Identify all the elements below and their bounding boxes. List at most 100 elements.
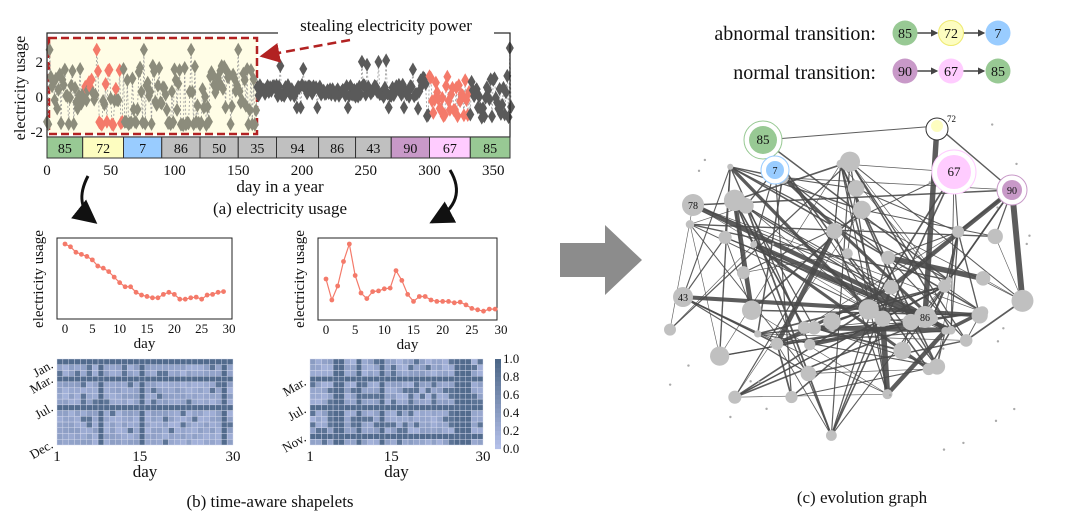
heatmap-cell xyxy=(68,376,75,383)
graph-node-small xyxy=(771,242,775,246)
x-tick-label: 250 xyxy=(355,163,378,179)
heatmap-cell xyxy=(221,433,228,440)
heatmap-cell xyxy=(86,439,93,446)
shapelet-point xyxy=(106,269,112,274)
graph-node xyxy=(883,279,899,295)
heatmap-cell xyxy=(121,410,128,417)
heatmap-cell xyxy=(221,364,228,371)
heatmap-cell xyxy=(109,427,116,434)
heatmap-cell xyxy=(74,358,81,365)
shapelet-point xyxy=(73,249,79,255)
heatmap-cell xyxy=(332,433,340,440)
data-point xyxy=(57,116,66,131)
graph-edge xyxy=(692,204,983,313)
graph-node-label: 86 xyxy=(920,313,930,324)
heatmap-cell xyxy=(390,376,397,383)
heatmap-cell xyxy=(465,404,472,411)
graph-node xyxy=(823,312,841,331)
heatmap-cell xyxy=(121,358,128,365)
heatmap-cell xyxy=(138,376,146,383)
heatmap-cell xyxy=(453,376,461,383)
heatmap-cell xyxy=(350,421,357,429)
heatmap-cell xyxy=(332,416,340,423)
x-tick-label: 25 xyxy=(465,322,478,337)
heatmap-cell xyxy=(197,398,204,406)
heatmap-cell xyxy=(133,381,140,388)
heatmap-cell xyxy=(97,410,105,417)
heatmap-cell xyxy=(62,364,69,371)
heatmap-cell xyxy=(350,381,357,388)
data-point xyxy=(502,85,510,100)
colorbar-step xyxy=(495,399,501,405)
graph-node xyxy=(664,323,676,336)
x-tick-label: 300 xyxy=(418,163,441,179)
state-node-label: 7 xyxy=(995,27,1002,42)
graph-edge xyxy=(757,285,945,335)
heatmap-cell xyxy=(162,439,169,446)
heatmap-cell xyxy=(162,376,169,383)
heatmap-cell xyxy=(436,433,443,440)
data-point xyxy=(187,42,196,57)
graph-node xyxy=(754,330,762,338)
heatmap-cell xyxy=(407,393,414,400)
heatmap-cell xyxy=(156,433,163,440)
heatmap-cell xyxy=(367,433,374,440)
heatmap-cell xyxy=(448,370,455,377)
heatmap-cell xyxy=(355,358,363,365)
annotation-bg xyxy=(278,16,494,34)
heatmap-cell xyxy=(91,433,99,440)
heatmap-cell xyxy=(62,358,69,365)
heatmap-cell xyxy=(327,427,334,434)
heatmap-cell xyxy=(425,398,432,406)
heatmap-cell xyxy=(91,421,99,429)
heatmap-cell xyxy=(350,358,357,365)
heatmap-cell xyxy=(162,381,169,388)
data-point xyxy=(105,62,114,77)
shapelet-point xyxy=(411,299,416,304)
heatmap-cell xyxy=(402,433,409,440)
heatmap-cell xyxy=(168,376,175,383)
heatmap-cell xyxy=(402,393,409,400)
data-point xyxy=(440,107,449,122)
heatmap-cell xyxy=(327,439,334,446)
heatmap-cell xyxy=(332,393,340,400)
heatmap-cell xyxy=(215,421,222,429)
y-tick-label: Nov. xyxy=(280,430,309,455)
data-point xyxy=(374,54,383,69)
heatmap-cell xyxy=(379,410,386,417)
heatmap-cell xyxy=(191,376,199,383)
heatmap-cell xyxy=(121,387,128,394)
heatmap-cell xyxy=(191,427,199,434)
heatmap-cell xyxy=(407,364,414,371)
heatmap-cell xyxy=(86,398,93,406)
heatmap-cell xyxy=(97,376,105,383)
data-point xyxy=(250,117,259,132)
heatmap-cell xyxy=(373,404,380,411)
heatmap-cell xyxy=(309,404,316,411)
heatmap-cell xyxy=(321,370,328,377)
graph-edge xyxy=(855,187,959,233)
graph-node xyxy=(975,271,991,286)
heatmap-cell xyxy=(209,364,216,371)
y-axis-label: electricity usage xyxy=(31,230,47,328)
heatmap-cell xyxy=(396,421,403,429)
graph-edge xyxy=(791,366,938,398)
heatmap-cell xyxy=(168,433,175,440)
heatmap-cell xyxy=(344,398,351,406)
graph-edge xyxy=(734,199,892,288)
heatmap-cell xyxy=(91,393,99,400)
heatmap-cell xyxy=(407,421,414,429)
heatmap-cell xyxy=(156,421,163,429)
heatmap-cell xyxy=(413,358,420,365)
heatmap-cell xyxy=(459,439,466,446)
heatmap-cell xyxy=(97,427,105,434)
heatmap-cell xyxy=(144,416,152,423)
heatmap-cell xyxy=(103,364,111,371)
heatmap-cell xyxy=(168,398,175,406)
heatmap-cell xyxy=(373,398,380,406)
heatmap-cell xyxy=(209,398,216,406)
heatmap-cell xyxy=(355,393,363,400)
heatmap-cell xyxy=(56,410,64,417)
heatmap-cell xyxy=(121,416,128,423)
